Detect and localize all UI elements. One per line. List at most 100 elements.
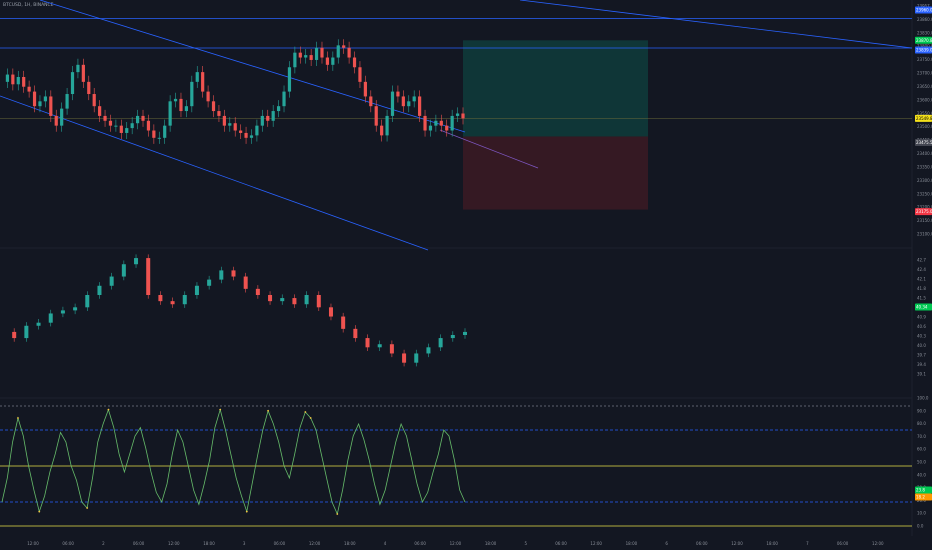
candle[interactable] [363, 81, 367, 97]
candle[interactable] [22, 76, 26, 87]
candle[interactable] [179, 98, 183, 112]
candle[interactable] [374, 106, 378, 126]
candle[interactable] [168, 101, 172, 126]
candle[interactable] [385, 115, 389, 136]
mid-candle[interactable] [255, 288, 260, 295]
mid-candle[interactable] [316, 295, 321, 308]
candle[interactable] [163, 125, 167, 138]
mid-candle[interactable] [85, 295, 90, 308]
candle[interactable] [347, 47, 351, 58]
mid-candle[interactable] [231, 270, 236, 277]
candle[interactable] [76, 64, 80, 73]
candle[interactable] [342, 45, 346, 48]
channel-upper-line[interactable] [39, 0, 466, 133]
badge-target[interactable] [915, 36, 932, 44]
candle[interactable] [287, 67, 292, 92]
badge-entry[interactable] [915, 138, 932, 146]
mid-candle[interactable] [292, 298, 297, 305]
candle[interactable] [87, 81, 91, 95]
candle[interactable] [271, 111, 275, 121]
target-zone[interactable] [463, 40, 648, 137]
candle[interactable] [320, 47, 324, 58]
candle[interactable] [201, 72, 205, 92]
mid-candle[interactable] [158, 295, 163, 302]
candle[interactable] [103, 115, 107, 121]
candle[interactable] [325, 57, 330, 65]
mid-candle[interactable] [170, 301, 175, 305]
candle[interactable] [43, 96, 47, 102]
candle[interactable] [114, 125, 118, 127]
candle[interactable] [49, 96, 53, 116]
candle[interactable] [455, 113, 460, 116]
candle[interactable] [418, 96, 422, 116]
candle[interactable] [222, 115, 226, 126]
candle[interactable] [239, 130, 243, 133]
mid-candle[interactable] [60, 310, 65, 314]
candle[interactable] [141, 115, 145, 121]
badge-mid[interactable] [915, 303, 932, 311]
candle[interactable] [255, 125, 259, 136]
candle[interactable] [298, 52, 302, 58]
candle[interactable] [314, 47, 319, 60]
candle[interactable] [206, 91, 210, 102]
candle[interactable] [108, 120, 113, 126]
oscillator-line[interactable] [1, 408, 466, 516]
mid-candle[interactable] [109, 276, 114, 286]
candle[interactable] [173, 98, 178, 102]
candle[interactable] [358, 67, 362, 82]
mid-candle[interactable] [243, 276, 248, 289]
candle[interactable] [228, 123, 232, 126]
mid-candle[interactable] [146, 258, 151, 295]
candle[interactable] [27, 86, 31, 92]
candle[interactable] [428, 125, 433, 131]
candle[interactable] [331, 57, 335, 65]
mid-candle[interactable] [341, 316, 346, 329]
mid-candle[interactable] [121, 264, 126, 277]
candle[interactable] [260, 115, 264, 126]
channel-lower-line[interactable] [0, 95, 429, 251]
candle[interactable] [244, 132, 248, 138]
candle[interactable] [450, 115, 454, 131]
candle[interactable] [190, 81, 194, 107]
candle[interactable] [336, 45, 340, 58]
candle[interactable] [184, 106, 188, 112]
mid-candle[interactable] [353, 328, 358, 339]
candle[interactable] [11, 74, 15, 85]
mid-candle[interactable] [377, 344, 382, 348]
candle[interactable] [282, 91, 286, 107]
candle[interactable] [32, 91, 37, 107]
projection-line[interactable] [439, 129, 539, 169]
candle[interactable] [211, 101, 216, 112]
candle[interactable] [70, 72, 75, 95]
mid-candle[interactable] [268, 295, 273, 302]
candle[interactable] [5, 74, 10, 82]
mid-candle[interactable] [414, 353, 419, 363]
candle[interactable] [130, 123, 134, 129]
mid-candle[interactable] [207, 279, 212, 286]
candle[interactable] [407, 101, 411, 107]
stop-zone[interactable] [463, 136, 648, 210]
mid-candle[interactable] [97, 285, 102, 295]
candle[interactable] [309, 55, 313, 60]
candle[interactable] [125, 128, 129, 133]
candle[interactable] [195, 72, 199, 82]
candle[interactable] [146, 120, 151, 131]
mid-candle[interactable] [328, 307, 333, 317]
mid-candle[interactable] [450, 335, 455, 339]
mid-candle[interactable] [389, 344, 394, 354]
badge-resistance[interactable] [915, 46, 932, 54]
candle[interactable] [217, 111, 221, 116]
badge-price-upper[interactable] [915, 6, 932, 14]
candle[interactable] [461, 113, 465, 119]
candle[interactable] [396, 91, 400, 97]
candle[interactable] [390, 91, 395, 116]
mid-candle[interactable] [365, 338, 370, 348]
candle[interactable] [439, 120, 443, 126]
candle[interactable] [16, 76, 20, 85]
mid-candle[interactable] [73, 307, 78, 311]
candle[interactable] [157, 137, 161, 139]
candle[interactable] [352, 57, 357, 68]
mid-candle[interactable] [438, 338, 443, 348]
mid-candle[interactable] [194, 285, 199, 295]
